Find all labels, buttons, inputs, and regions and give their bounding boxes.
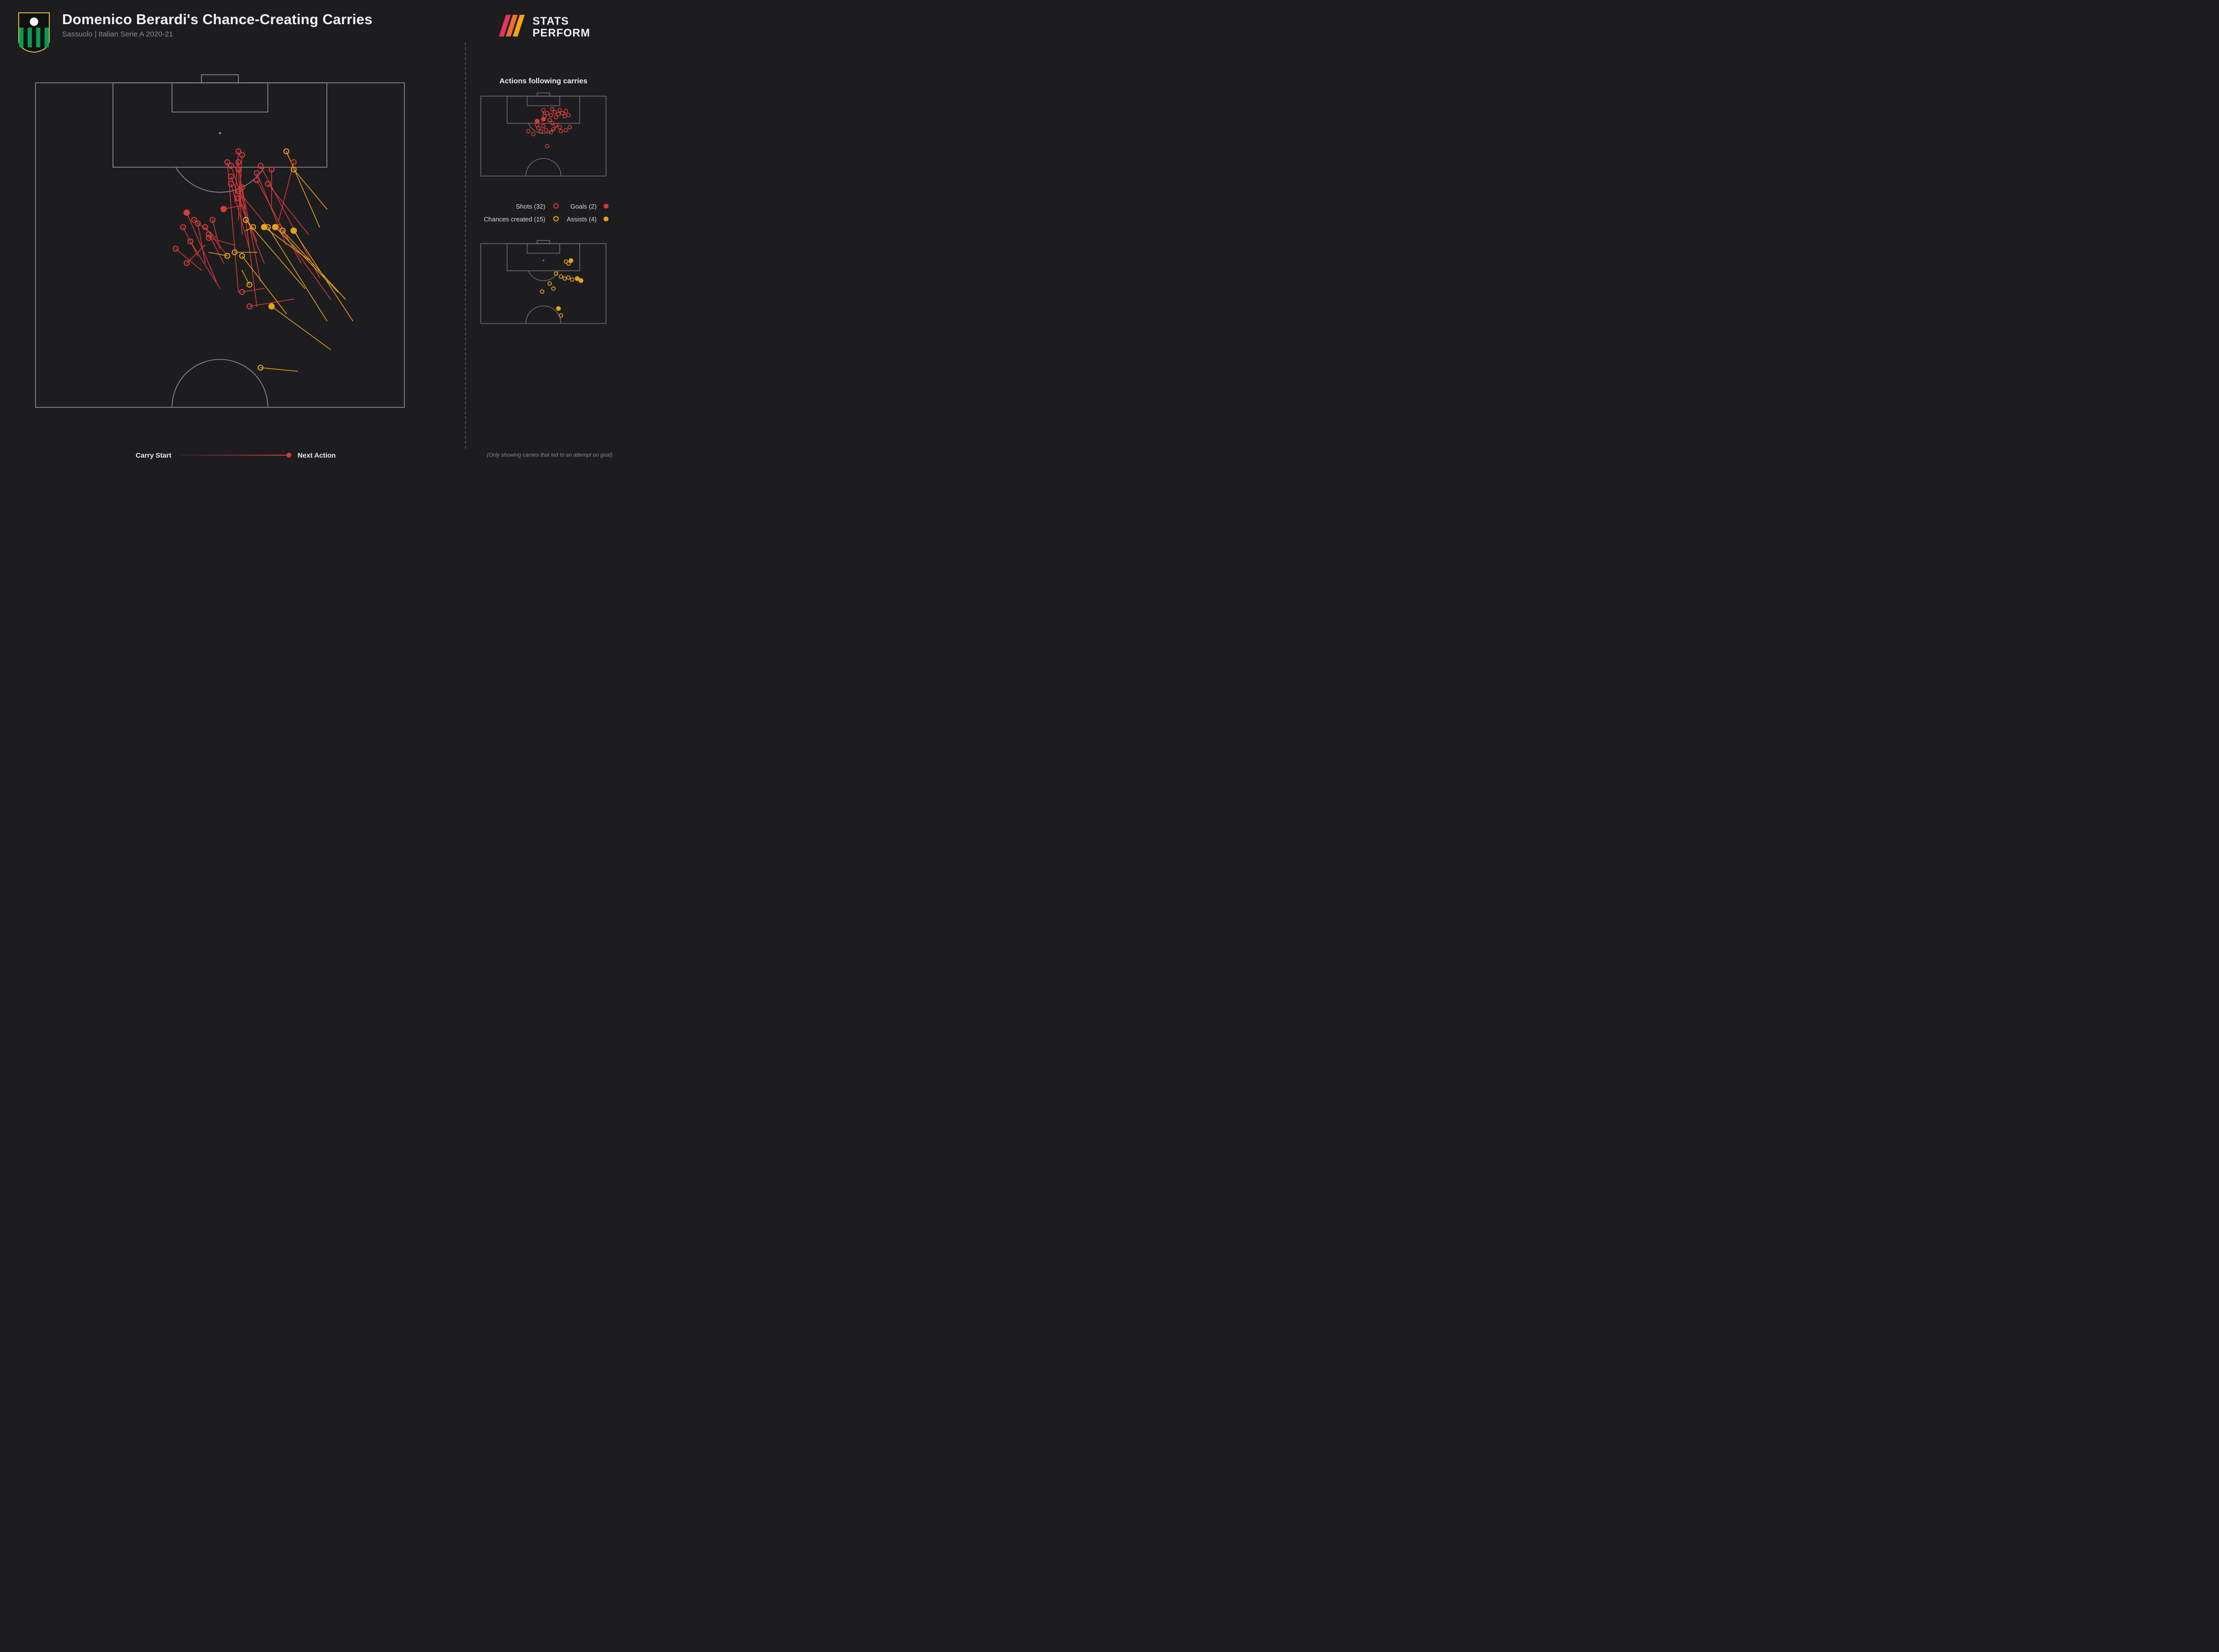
legend-row-shots: Shots (32) Goals (2) (475, 203, 611, 211)
chart-subtitle: Sassuolo | Italian Serie A 2020-21 (62, 30, 490, 38)
legend-row-chances: Chances created (15) Assists (4) (475, 215, 611, 223)
legend-goals-label: Goals (2) (566, 203, 597, 210)
carry-legend: Carry Start Next Action (18, 451, 454, 459)
legend: Shots (32) Goals (2) Chances created (15… (473, 195, 613, 240)
carry-legend-end: Next Action (298, 451, 336, 459)
legend-goals-symbol (601, 203, 611, 210)
legend-assists-label: Assists (4) (566, 215, 597, 223)
main-pitch (18, 65, 422, 425)
side-panel-title: Actions following carries (473, 77, 613, 85)
brand-text-2: PERFORM (533, 27, 590, 39)
stats-perform-logo: STATS PERFORM (490, 12, 613, 39)
carry-legend-line-icon (180, 455, 289, 456)
content-row: Actions following carries Shots (32) Goa… (0, 58, 631, 425)
sassuolo-crest-icon (18, 12, 50, 53)
legend-assists-symbol (601, 215, 611, 223)
small-pitch-chances (477, 240, 610, 327)
legend-shots-label: Shots (32) (475, 203, 545, 211)
legend-chances-symbol (549, 215, 562, 223)
footnote: (Only showing carries that led to an att… (487, 452, 612, 458)
chart-title: Domenico Berardi's Chance-Creating Carri… (62, 12, 490, 28)
legend-chances-label: Chances created (15) (475, 215, 545, 223)
title-block: Domenico Berardi's Chance-Creating Carri… (62, 12, 490, 38)
side-panel: Actions following carries Shots (32) Goa… (473, 58, 613, 425)
vertical-divider (457, 58, 473, 425)
small-pitch-shots (477, 92, 610, 180)
carry-legend-start: Carry Start (136, 451, 171, 459)
brand-text-1: STATS (533, 15, 569, 27)
header: Domenico Berardi's Chance-Creating Carri… (0, 0, 631, 58)
legend-shots-symbol (549, 203, 562, 210)
main-pitch-container (18, 58, 457, 425)
